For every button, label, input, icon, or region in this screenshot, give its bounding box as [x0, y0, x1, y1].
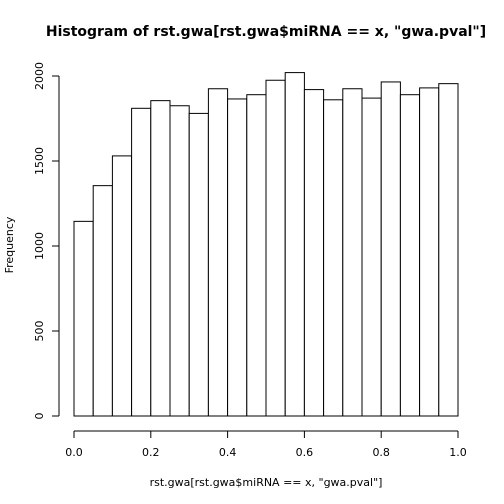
y-tick-label: 500 — [33, 321, 46, 342]
x-tick-label: 0.2 — [142, 446, 160, 459]
x-tick-label: 0.4 — [219, 446, 237, 459]
histogram-bar — [207, 88, 229, 417]
histogram-bar — [188, 112, 209, 417]
histogram-bar — [131, 107, 152, 417]
y-tick-label: 2000 — [33, 62, 46, 90]
histogram-bar — [438, 83, 459, 417]
x-axis-label: rst.gwa[rst.gwa$miRNA == x, "gwa.pval"] — [150, 476, 383, 489]
x-tick-label: 1.0 — [449, 446, 467, 459]
histogram-bar — [361, 97, 382, 417]
x-tick-label: 0.0 — [65, 446, 83, 459]
y-axis: 0 500 1000 1500 2000 — [33, 62, 60, 420]
x-axis: 0.0 0.2 0.4 0.6 0.8 1.0 — [65, 430, 467, 459]
histogram-bar — [342, 88, 363, 417]
y-tick-label: 1500 — [33, 147, 46, 175]
histogram-bar — [419, 87, 440, 417]
histogram-bar — [323, 99, 344, 417]
bars-group — [73, 72, 459, 417]
histogram-bar — [265, 79, 286, 417]
histogram-bar — [284, 72, 305, 417]
histogram-bar — [380, 81, 401, 417]
y-tick-label: 1000 — [33, 232, 46, 260]
histogram-bar — [303, 89, 325, 417]
y-axis-label: Frequency — [3, 216, 16, 273]
histogram-bar — [169, 105, 190, 417]
histogram-bar — [150, 100, 171, 417]
x-tick-label: 0.6 — [296, 446, 314, 459]
histogram-bar — [92, 185, 113, 417]
y-tick-label: 0 — [33, 413, 46, 420]
histogram-bar — [246, 94, 267, 417]
x-tick-label: 0.8 — [372, 446, 390, 459]
histogram-bar — [227, 98, 248, 417]
histogram-bar — [399, 94, 421, 417]
histogram-bar — [73, 220, 94, 417]
chart-title: Histogram of rst.gwa[rst.gwa$miRNA == x,… — [46, 24, 486, 40]
histogram-bar — [111, 155, 133, 417]
